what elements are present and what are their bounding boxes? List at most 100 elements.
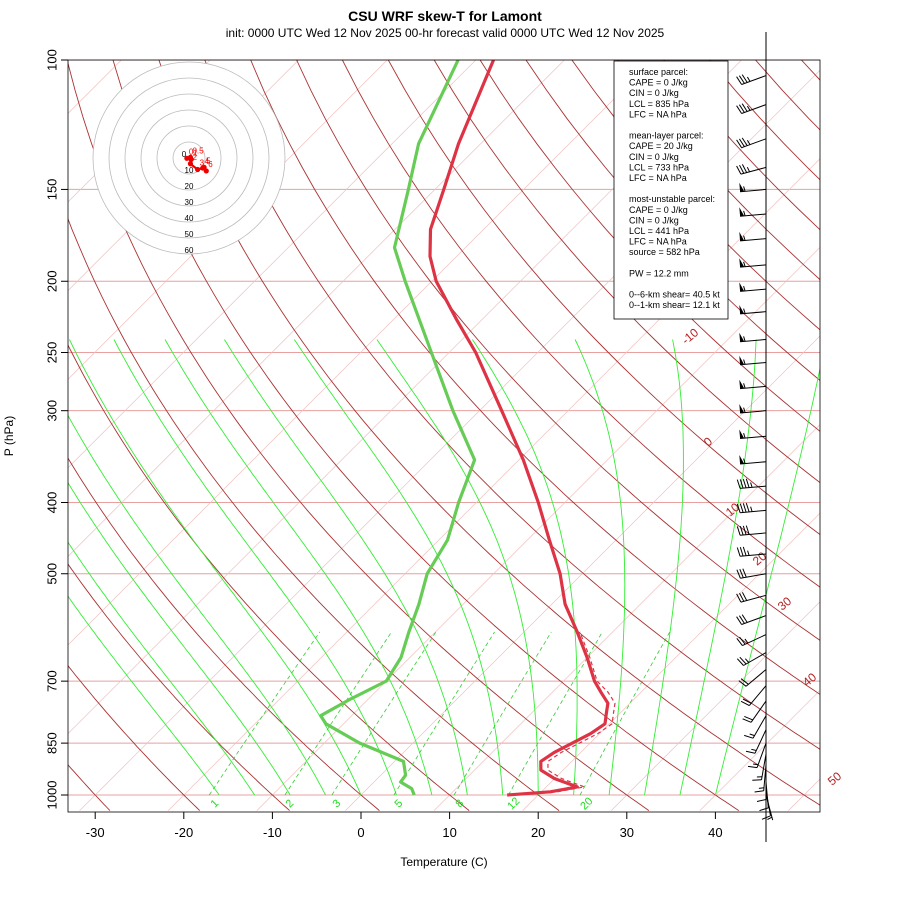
mixing-ratio-label: 8 (453, 797, 466, 810)
hodograph-center-label: 0 (182, 150, 187, 159)
isotherm-line (788, 778, 820, 811)
dry-adiabat (68, 563, 290, 811)
wind-barb-feather (739, 547, 744, 557)
wind-barb-staff (740, 264, 767, 268)
wind-barb-staff (743, 652, 767, 666)
mixing-ratio-label: 2 (283, 797, 296, 810)
x-tick-label: -20 (174, 825, 193, 840)
isotherm-line (68, 60, 654, 646)
wind-barb (739, 282, 767, 292)
wind-barb-feather (759, 807, 769, 812)
legend-line: CAPE = 20 J/kg (629, 141, 693, 151)
legend-line: source = 582 hPa (629, 247, 700, 257)
wind-barb-half-feather (743, 186, 746, 192)
x-axis-label: Temperature (C) (400, 855, 487, 869)
wind-barb-half-feather (746, 105, 751, 111)
wind-barb-half-feather (743, 210, 746, 216)
legend-line: LFC = NA hPa (629, 109, 687, 119)
wind-barb-feather (741, 74, 748, 83)
mixing-ratio-line (453, 631, 552, 796)
legend-line: CIN = 0 J/kg (629, 215, 679, 225)
moist-adiabat (574, 339, 626, 796)
wind-barb-half-feather (753, 763, 759, 766)
wind-barb-half-feather (743, 359, 746, 365)
moist-adiabat (293, 339, 504, 796)
wind-barb-half-feather (743, 261, 746, 267)
wind-barb (736, 546, 767, 557)
wind-barb-feather (761, 815, 771, 820)
wind-barb (736, 74, 767, 85)
isotherm-line (79, 69, 820, 811)
wind-barb-pennant (739, 305, 745, 314)
wind-barb-staff (765, 794, 774, 821)
x-tick-label: -10 (263, 825, 282, 840)
legend-box (613, 60, 729, 320)
hodograph-ring (140, 109, 238, 207)
wind-barb (739, 258, 767, 268)
legend-line: LFC = NA hPa (629, 237, 687, 247)
hodograph-point-label: 3 (200, 159, 205, 168)
wind-barb-feather (736, 547, 741, 557)
mixing-ratio-line (331, 631, 437, 796)
wind-barb-feather (741, 614, 748, 623)
hodograph-point-label: 6 (208, 160, 213, 169)
mixing-ratio-line (579, 631, 671, 796)
hodograph-point-label: 2 (192, 153, 197, 162)
isotherm-line (68, 60, 388, 380)
dry-adiabat (68, 344, 470, 811)
wind-barb-feather (745, 478, 750, 488)
wind-barb (765, 794, 774, 821)
dry-adiabat (479, 60, 820, 432)
dry-adiabat (525, 60, 820, 381)
wind-barb (739, 305, 767, 315)
isotherm-line (699, 689, 820, 811)
wind-barb-staff (742, 634, 767, 647)
wind-barb-feather (742, 718, 752, 723)
hodograph-ring (124, 93, 254, 223)
x-tick-label: 20 (531, 825, 545, 840)
wind-barb-half-feather (743, 336, 746, 342)
wind-barb-staff (740, 461, 767, 465)
x-tick-label: 30 (620, 825, 634, 840)
mixing-ratio-line (284, 631, 392, 796)
wind-barb-feather (742, 546, 747, 556)
wind-barb-feather (742, 478, 747, 489)
wind-barb-half-feather (750, 482, 753, 488)
wind-barb-half-feather (749, 733, 755, 737)
wind-barb-feather (736, 658, 744, 666)
wind-barb-feather (738, 680, 747, 687)
legend-line: CAPE = 0 J/kg (629, 78, 688, 88)
wind-barb (736, 502, 767, 514)
legend-line: most-unstable parcel: (629, 194, 715, 204)
moist-adiabat (68, 482, 291, 796)
hodograph-ring-label: 20 (185, 182, 194, 191)
wind-barb-pennant (739, 429, 745, 439)
moist-adiabat (164, 339, 433, 796)
wind-barb-half-feather (767, 816, 773, 820)
wind-barb-staff (761, 754, 767, 780)
wind-barb-half-feather (746, 166, 751, 173)
legend-line: LCL = 835 hPa (629, 99, 689, 109)
moist-adiabat (224, 339, 468, 796)
wind-barb-pennant (739, 207, 745, 217)
isotherm-line (433, 424, 820, 811)
wind-barb-staff (740, 594, 767, 603)
moist-adiabat (68, 541, 256, 796)
hodograph-point (187, 161, 194, 167)
hodograph-ring (172, 141, 206, 175)
wind-barb (739, 355, 767, 366)
wind-barb-feather (742, 698, 752, 704)
moist-adiabat (68, 339, 362, 796)
wind-barb-half-feather (744, 658, 750, 663)
isotherm-line (68, 60, 565, 557)
wind-barb-feather (736, 165, 742, 175)
wind-barb-staff (750, 700, 767, 723)
legend-line: 0--1-km shear= 12.1 kt (629, 300, 720, 310)
parcel-profile (547, 631, 616, 793)
hodograph-point (188, 156, 194, 163)
wind-barb (739, 455, 767, 465)
wind-barb-staff (740, 435, 767, 439)
isotherm-line (522, 512, 820, 811)
